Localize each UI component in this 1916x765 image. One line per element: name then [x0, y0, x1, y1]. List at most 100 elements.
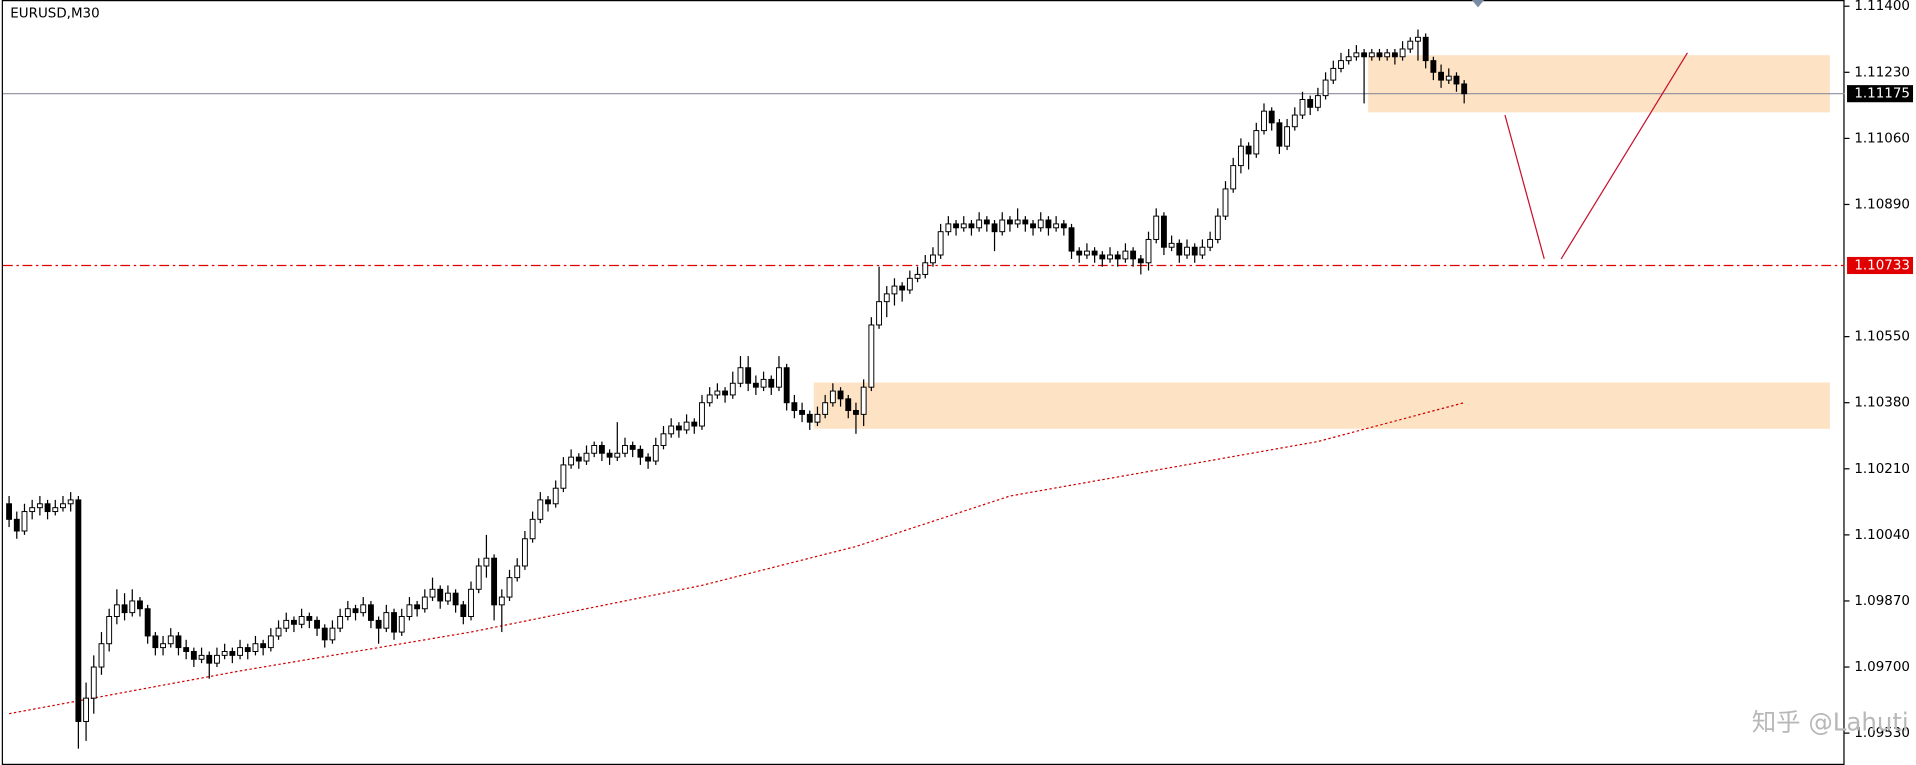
- candle-body: [883, 293, 890, 303]
- candle-body: [214, 654, 220, 664]
- candle-body: [799, 409, 806, 415]
- candle-body: [1338, 60, 1344, 69]
- candle-body: [591, 444, 598, 454]
- candle-body: [1107, 254, 1113, 260]
- zone: [1368, 55, 1830, 113]
- candle-body: [683, 421, 690, 431]
- candle-body: [1330, 67, 1337, 81]
- candle-body: [521, 538, 528, 567]
- y-tick-label: 1.10040: [1854, 528, 1910, 543]
- candle-body: [1199, 246, 1206, 256]
- candle-body: [1284, 126, 1291, 147]
- candle-body: [575, 456, 582, 462]
- candle-body: [891, 285, 898, 295]
- candle-body: [1368, 52, 1375, 58]
- candle-body: [691, 421, 698, 427]
- watermark: 知乎 @Lahuti: [1752, 707, 1909, 736]
- candle-body: [452, 592, 459, 606]
- candle-body: [583, 452, 590, 462]
- candle-body: [1453, 75, 1460, 85]
- candle-body: [367, 604, 374, 621]
- candle-body: [645, 456, 652, 462]
- y-tick-label: 1.11230: [1854, 65, 1910, 80]
- candle-body: [606, 452, 613, 458]
- candle-body: [283, 619, 290, 629]
- candle-body: [244, 647, 251, 652]
- candle-body: [468, 588, 474, 617]
- candle-body: [83, 697, 90, 722]
- candle-body: [383, 612, 390, 629]
- candle-body: [352, 608, 359, 614]
- candle-body: [1060, 223, 1067, 229]
- candle-body: [314, 619, 320, 629]
- candle-body: [876, 301, 882, 326]
- candle-body: [206, 654, 213, 664]
- candle-body: [106, 616, 113, 645]
- candle-body: [375, 619, 382, 629]
- candle-body: [937, 231, 944, 256]
- y-tick-label: 1.09700: [1854, 660, 1910, 675]
- candle-body: [1353, 52, 1360, 58]
- candle-body: [337, 616, 344, 629]
- moving-average: [8, 402, 1465, 715]
- candle-body: [1153, 215, 1160, 240]
- candle-body: [29, 507, 36, 513]
- y-tick-label: 1.10550: [1854, 330, 1910, 345]
- candle-body: [267, 635, 274, 649]
- candle-body: [1114, 254, 1121, 260]
- candle-body: [1299, 99, 1306, 116]
- candle-body: [129, 600, 136, 614]
- candle-body: [1253, 130, 1260, 155]
- candle-body: [1376, 52, 1383, 58]
- candle-body: [237, 647, 243, 656]
- candle-body: [1407, 40, 1414, 50]
- candle-body: [144, 608, 151, 637]
- candle-body: [329, 627, 336, 641]
- candle-body: [560, 464, 567, 489]
- candle-body: [922, 262, 929, 275]
- zone: [813, 382, 1830, 429]
- price-label-bg: [1847, 85, 1914, 103]
- candle-body: [1022, 219, 1029, 225]
- candle-body: [1384, 52, 1391, 58]
- candle-body: [1145, 238, 1152, 264]
- candle-body: [552, 487, 559, 505]
- y-tick-label: 1.11400: [1854, 0, 1910, 14]
- candle-body: [1461, 83, 1468, 95]
- candle-body: [983, 219, 990, 225]
- candle-body: [945, 223, 952, 233]
- price-label: 1.10733: [1854, 258, 1910, 273]
- candle-body: [1415, 36, 1421, 42]
- candle-body: [1045, 219, 1052, 229]
- candle-body: [1391, 52, 1398, 58]
- candle-body: [706, 394, 713, 404]
- candle-body: [137, 600, 143, 610]
- candle-body: [483, 557, 490, 567]
- candle-body: [1399, 48, 1406, 58]
- candle-body: [113, 604, 120, 617]
- candle-body: [1230, 165, 1237, 190]
- candle-body: [598, 444, 605, 454]
- candle-body: [999, 219, 1006, 233]
- candle-body: [991, 223, 998, 233]
- candle-body: [1076, 250, 1083, 256]
- candle-body: [1091, 250, 1098, 256]
- candle-body: [745, 367, 752, 384]
- candle-body: [829, 390, 836, 404]
- candle-body: [1160, 215, 1167, 248]
- candle-body: [1261, 110, 1267, 132]
- candle-body: [1345, 56, 1352, 62]
- candle-body: [514, 565, 521, 579]
- candle-body: [1361, 52, 1368, 58]
- candle-body: [760, 378, 767, 388]
- candle-body: [1099, 254, 1106, 260]
- candle-body: [1122, 250, 1129, 260]
- candle-body: [167, 635, 174, 645]
- candle-body: [1314, 95, 1321, 108]
- candle-body: [498, 596, 505, 606]
- candle-body: [21, 511, 28, 532]
- candle-body: [391, 612, 397, 633]
- candle-body: [752, 382, 759, 388]
- candle-body: [953, 223, 959, 229]
- candle-body: [1137, 258, 1144, 264]
